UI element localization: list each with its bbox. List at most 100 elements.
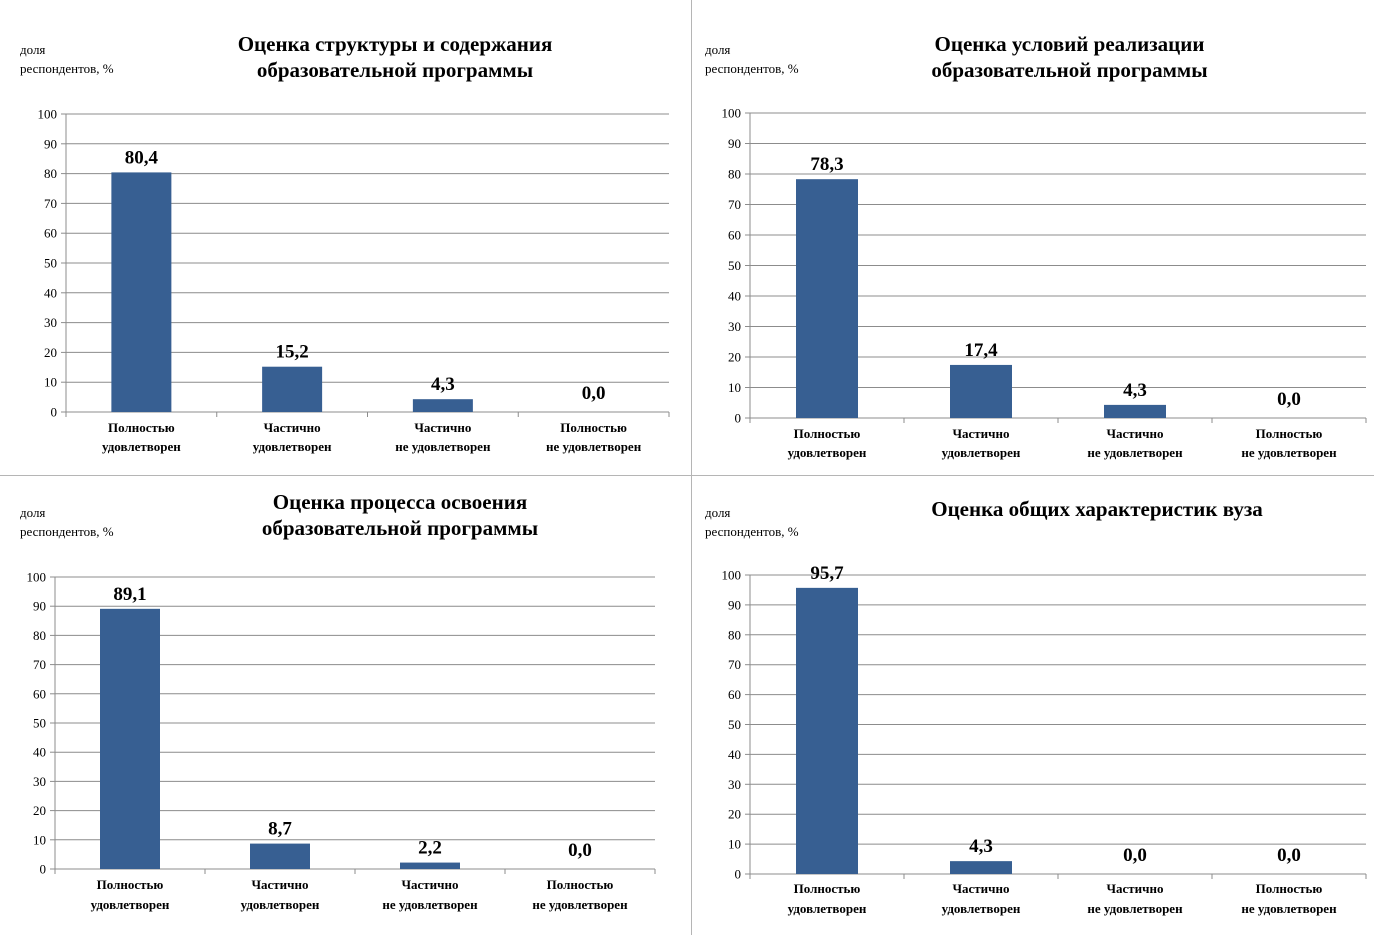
bar: [250, 843, 310, 869]
bar: [111, 172, 172, 412]
y-tick-label: 60: [728, 687, 741, 702]
y-axis-label-line1: доля: [20, 505, 46, 520]
chart-title-line1: Оценка структуры и содержания: [237, 32, 553, 56]
y-tick-label: 40: [44, 285, 57, 300]
y-tick-label: 0: [735, 411, 742, 426]
data-label: 0,0: [1123, 845, 1147, 866]
y-tick-label: 100: [38, 107, 58, 122]
data-label: 15,2: [276, 342, 309, 363]
chart-title: Оценка условий реализации образовательно…: [862, 31, 1277, 83]
x-tick-label: не удовлетворен: [395, 439, 491, 454]
x-tick-label: удовлетворен: [91, 897, 170, 912]
x-tick-label: Частично: [952, 881, 1009, 896]
y-tick-label: 70: [44, 196, 57, 211]
x-tick-label: Полностью: [794, 426, 861, 441]
data-label: 8,7: [268, 819, 292, 840]
y-tick-label: 60: [33, 686, 46, 701]
y-tick-label: 80: [728, 627, 741, 642]
y-tick-label: 50: [728, 258, 741, 273]
bar: [950, 861, 1012, 874]
y-tick-label: 30: [728, 777, 741, 792]
x-tick-label: Частично: [251, 877, 308, 892]
data-label: 4,3: [969, 836, 993, 857]
y-tick-label: 60: [44, 226, 57, 241]
y-tick-label: 90: [44, 136, 57, 151]
y-tick-label: 90: [728, 597, 741, 612]
y-tick-label: 20: [33, 803, 46, 818]
x-tick-label: не удовлетворен: [382, 897, 478, 912]
y-tick-label: 50: [33, 716, 46, 731]
x-tick-label: удовлетворен: [241, 897, 320, 912]
y-tick-label: 30: [44, 315, 57, 330]
y-tick-label: 70: [728, 197, 741, 212]
y-axis-label-line2: респондентов, %: [705, 61, 799, 76]
chart-title-line2: образовательной программы: [261, 516, 539, 540]
y-tick-label: 30: [728, 319, 741, 334]
y-tick-label: 30: [33, 774, 46, 789]
y-tick-label: 80: [44, 166, 57, 181]
bar: [412, 399, 473, 412]
data-label: 4,3: [1123, 380, 1147, 401]
y-tick-label: 50: [44, 256, 57, 271]
x-tick-label: не удовлетворен: [1241, 445, 1337, 460]
data-label: 80,4: [125, 147, 159, 168]
data-label: 78,3: [810, 154, 843, 175]
x-tick-label: удовлетворен: [942, 445, 1021, 460]
x-tick-label: Частично: [1106, 881, 1163, 896]
chart-title-line2: образовательной программы: [931, 58, 1208, 82]
x-tick-label: не удовлетворен: [1241, 901, 1337, 916]
chart-panel-process: доля респондентов, % Оценка процесса осв…: [0, 475, 692, 935]
chart-title: Оценка процесса освоения образовательной…: [195, 489, 605, 541]
y-tick-label: 80: [728, 167, 741, 182]
x-tick-label: удовлетворен: [253, 439, 332, 454]
bar-chart-plot: 0 10 20 30 40 50 60 70 80 90 100 78,3 Полностью удовл…: [722, 106, 1367, 460]
y-tick-label: 10: [44, 375, 57, 390]
bar: [262, 366, 323, 412]
chart-panel-university: доля респондентов, % Оценка общих характ…: [691, 475, 1374, 935]
y-tick-label: 0: [51, 405, 58, 420]
chart-panel-structure: доля респондентов, % Оценка структуры и …: [0, 0, 692, 476]
bar-chart-plot: 0 10 20 30 40 50 60 70 80 90 100 89,1 Полностью удовл…: [27, 570, 656, 912]
bar: [950, 364, 1012, 418]
x-tick-label: не удовлетворен: [1087, 445, 1183, 460]
x-tick-label: Частично: [952, 426, 1009, 441]
y-tick-label: 0: [40, 862, 47, 877]
y-tick-label: 70: [728, 657, 741, 672]
x-tick-label: удовлетворен: [788, 901, 867, 916]
x-tick-label: Полностью: [1256, 426, 1323, 441]
y-tick-label: 90: [33, 599, 46, 614]
y-tick-label: 60: [728, 228, 741, 243]
chart-title-line1: Оценка процесса освоения: [272, 490, 528, 514]
x-tick-label: не удовлетворен: [1087, 901, 1183, 916]
y-axis-label: доля респондентов, %: [705, 503, 799, 541]
y-tick-label: 90: [728, 136, 741, 151]
data-label: 0,0: [1277, 845, 1301, 866]
data-label: 95,7: [810, 563, 844, 584]
y-axis-label-line2: респондентов, %: [20, 524, 114, 539]
y-tick-label: 10: [728, 380, 741, 395]
data-label: 4,3: [431, 374, 455, 395]
bar: [100, 608, 160, 869]
x-tick-label: Полностью: [547, 877, 614, 892]
x-tick-label: Частично: [401, 877, 458, 892]
y-tick-label: 100: [722, 568, 742, 583]
bar: [796, 587, 858, 874]
bar: [1104, 404, 1166, 418]
y-axis-label: доля респондентов, %: [20, 503, 114, 541]
chart-title-line2: образовательной программы: [256, 58, 534, 82]
data-label: 0,0: [582, 383, 606, 404]
x-tick-label: не удовлетворен: [546, 439, 642, 454]
y-tick-label: 40: [728, 747, 741, 762]
bar-chart-plot: 0 10 20 30 40 50 60 70 80 90 100 95,7 Полностью удовл…: [722, 563, 1367, 916]
y-tick-label: 40: [728, 289, 741, 304]
y-tick-label: 20: [44, 345, 57, 360]
x-tick-label: Полностью: [1256, 881, 1323, 896]
y-tick-label: 100: [27, 570, 47, 585]
y-tick-label: 20: [728, 807, 741, 822]
y-tick-label: 100: [722, 106, 742, 121]
bar: [400, 862, 460, 869]
y-axis-label-line2: респондентов, %: [20, 61, 114, 76]
y-axis-label-line1: доля: [705, 42, 731, 57]
x-tick-label: не удовлетворен: [532, 897, 628, 912]
y-tick-label: 80: [33, 628, 46, 643]
